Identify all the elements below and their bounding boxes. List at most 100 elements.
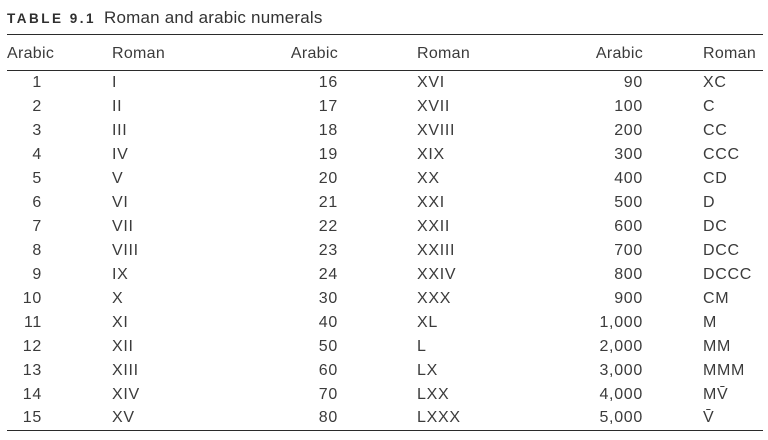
roman-cell: MMM	[703, 361, 746, 379]
roman-cell: DCCC	[703, 265, 753, 283]
roman-cell: XC	[703, 73, 727, 91]
roman-cell: VI	[112, 193, 129, 211]
arabic-cell: 19	[318, 145, 338, 163]
roman-cell: IX	[112, 265, 129, 283]
table-row: 5 V 20 XX 400 CD	[7, 167, 763, 191]
roman-cell: MM	[703, 337, 732, 355]
arabic-cell: 100	[614, 97, 643, 115]
arabic-cell: 13	[22, 361, 42, 379]
roman-cell: DCC	[703, 241, 740, 259]
roman-cell: C	[703, 97, 716, 115]
roman-cell: DC	[703, 217, 728, 235]
roman-cell: XXI	[417, 193, 445, 211]
arabic-cell: 12	[22, 337, 42, 355]
roman-cell: XIX	[417, 145, 445, 163]
table-row: 3 III 18 XVIII 200 CC	[7, 119, 763, 143]
roman-cell: X	[112, 289, 124, 307]
table-title: Roman and arabic numerals	[104, 8, 323, 27]
roman-cell: LXX	[417, 385, 450, 403]
roman-cell: M	[703, 313, 718, 331]
arabic-cell: 10	[22, 289, 42, 307]
table-row: 9 IX 24 XXIV 800 DCCC	[7, 263, 763, 287]
column-header-arabic-3: Arabic	[290, 44, 338, 62]
arabic-cell: 11	[23, 313, 42, 331]
roman-cell: CC	[703, 121, 728, 139]
table-row: 14 XIV 70 LXX 4,000 MV̄	[7, 383, 763, 407]
arabic-cell: 20	[318, 169, 338, 187]
roman-cell: XXIV	[417, 265, 457, 283]
column-header-roman-4: Roman	[417, 44, 471, 62]
arabic-cell: 900	[614, 289, 643, 307]
header-row: Arabic Roman Arabic Roman Arabic Roman	[7, 35, 763, 71]
arabic-cell: 2	[32, 97, 42, 115]
arabic-cell: 18	[318, 121, 338, 139]
table-body: 1 I 16 XVI 90 XC 2 II 17 XVII 100 C 3 III 18 XVIII 200 CC…	[7, 71, 763, 431]
roman-cell: CCC	[703, 145, 740, 163]
numerals-table: Arabic Roman Arabic Roman Arabic Roman 1 I 16 XV…	[7, 34, 763, 431]
roman-cell: II	[112, 97, 123, 115]
column-header-roman-2: Roman	[112, 44, 166, 62]
table-row: 8 VIII 23 XXIII 700 DCC	[7, 239, 763, 263]
column-header-arabic-1: Arabic	[7, 44, 55, 62]
roman-cell: LXXX	[417, 409, 461, 427]
arabic-cell: 2,000	[599, 337, 643, 355]
arabic-cell: 1	[32, 73, 42, 91]
roman-cell: XXII	[417, 217, 451, 235]
roman-cell: MV̄	[703, 385, 729, 403]
arabic-cell: 40	[318, 313, 338, 331]
roman-cell: CD	[703, 169, 728, 187]
arabic-cell: 5,000	[599, 409, 643, 427]
table-row: 15 XV 80 LXXX 5,000 V̄	[7, 407, 763, 431]
table-caption: TABLE 9.1 Roman and arabic numerals	[0, 0, 768, 34]
arabic-cell: 600	[614, 217, 643, 235]
arabic-cell: 4	[32, 145, 42, 163]
arabic-cell: 80	[318, 409, 338, 427]
roman-cell: III	[112, 121, 128, 139]
table-row: 7 VII 22 XXII 600 DC	[7, 215, 763, 239]
table-label: TABLE 9.1	[7, 11, 97, 26]
arabic-cell: 17	[318, 97, 338, 115]
table-row: 1 I 16 XVI 90 XC	[7, 71, 763, 95]
roman-cell: XX	[417, 169, 440, 187]
roman-cell: V̄	[703, 409, 715, 427]
arabic-cell: 5	[32, 169, 42, 187]
table-row: 2 II 17 XVII 100 C	[7, 95, 763, 119]
roman-cell: XIV	[112, 385, 140, 403]
arabic-cell: 70	[318, 385, 338, 403]
roman-cell: XII	[112, 337, 134, 355]
roman-cell: I	[112, 73, 118, 91]
table-row: 4 IV 19 XIX 300 CCC	[7, 143, 763, 167]
arabic-cell: 1,000	[599, 313, 643, 331]
arabic-cell: 16	[318, 73, 338, 91]
arabic-cell: 90	[623, 73, 643, 91]
roman-cell: L	[417, 337, 427, 355]
roman-cell: VII	[112, 217, 134, 235]
arabic-cell: 700	[614, 241, 643, 259]
arabic-cell: 14	[22, 385, 42, 403]
arabic-cell: 30	[318, 289, 338, 307]
roman-cell: VIII	[112, 241, 139, 259]
roman-cell: XVII	[417, 97, 451, 115]
roman-cell: XXX	[417, 289, 452, 307]
arabic-cell: 3	[32, 121, 42, 139]
arabic-cell: 21	[318, 193, 338, 211]
arabic-cell: 9	[32, 265, 42, 283]
arabic-cell: 6	[32, 193, 42, 211]
roman-cell: D	[703, 193, 716, 211]
table-row: 10 X 30 XXX 900 CM	[7, 287, 763, 311]
arabic-cell: 8	[32, 241, 42, 259]
table-row: 6 VI 21 XXI 500 D	[7, 191, 763, 215]
roman-cell: XVI	[417, 73, 445, 91]
roman-cell: LX	[417, 361, 438, 379]
column-header-roman-6: Roman	[703, 44, 757, 62]
arabic-cell: 60	[318, 361, 338, 379]
table-row: 12 XII 50 L 2,000 MM	[7, 335, 763, 359]
roman-cell: XXIII	[417, 241, 456, 259]
arabic-cell: 800	[614, 265, 643, 283]
arabic-cell: 24	[318, 265, 338, 283]
arabic-cell: 400	[614, 169, 643, 187]
roman-cell: IV	[112, 145, 129, 163]
roman-cell: CM	[703, 289, 730, 307]
roman-cell: V	[112, 169, 124, 187]
table-row: 13 XIII 60 LX 3,000 MMM	[7, 359, 763, 383]
